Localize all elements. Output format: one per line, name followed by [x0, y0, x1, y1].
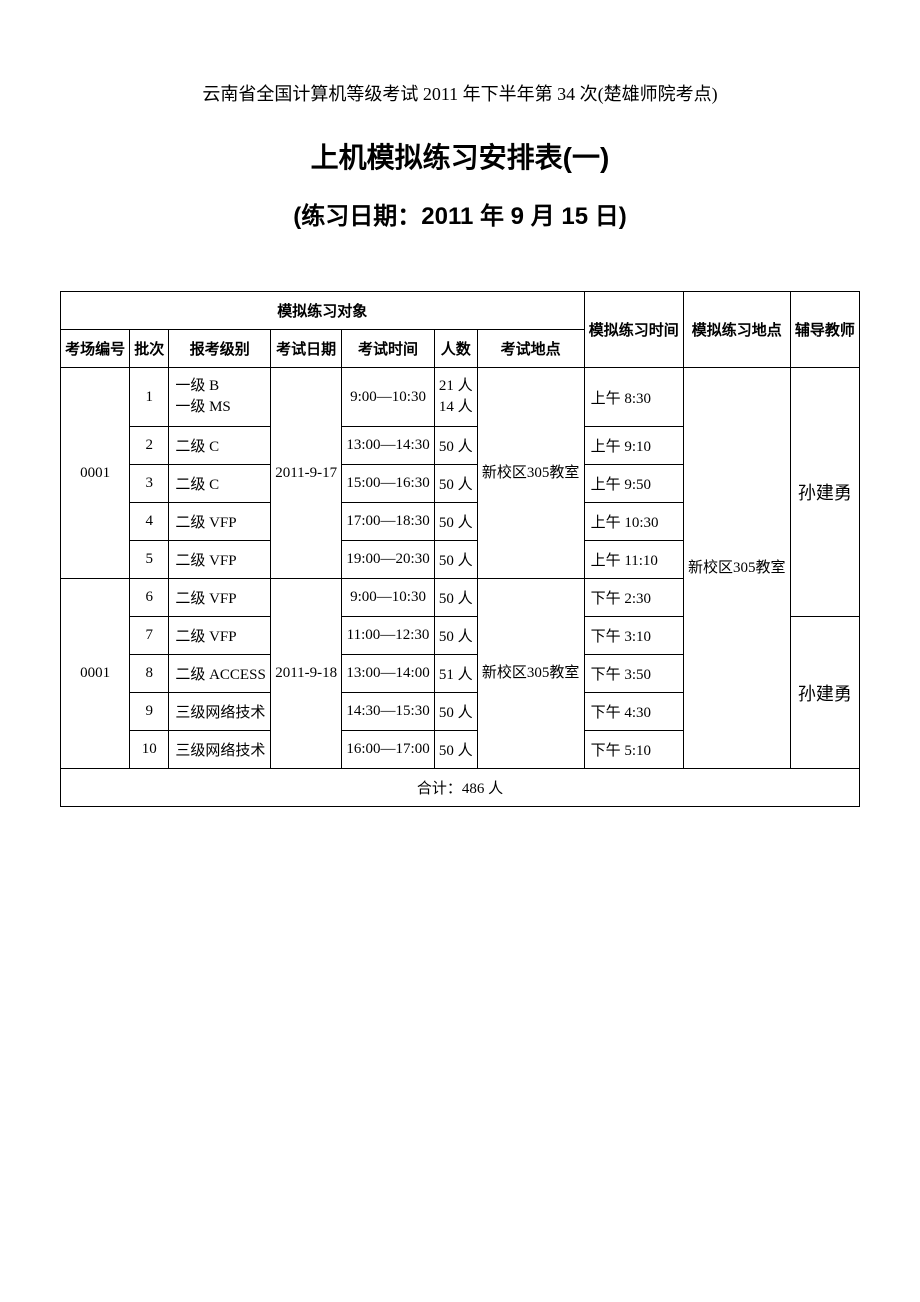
col-practice-place: 模拟练习地点: [683, 292, 790, 368]
cell-ptime: 下午 5:10: [584, 731, 683, 769]
cell-teacher: 孙建勇: [790, 368, 859, 617]
col-exam-date: 考试日期: [271, 330, 342, 368]
cell-exam-place: 新校区305教室: [477, 579, 584, 769]
cell-time: 13:00—14:00: [342, 655, 435, 693]
cell-time: 17:00—18:30: [342, 503, 435, 541]
cell-batch: 5: [130, 541, 169, 579]
cell-exam-place: 新校区305教室: [477, 368, 584, 579]
cell-practice-place: 新校区305教室: [683, 368, 790, 769]
table-row: 0001 1 一级 B一级 MS 2011-9-17 9:00—10:30 21…: [61, 368, 860, 427]
cell-batch: 2: [130, 427, 169, 465]
cell-time: 13:00—14:30: [342, 427, 435, 465]
cell-batch: 8: [130, 655, 169, 693]
cell-time: 15:00—16:30: [342, 465, 435, 503]
cell-time: 14:30—15:30: [342, 693, 435, 731]
cell-ptime: 上午 9:50: [584, 465, 683, 503]
cell-count: 51 人: [434, 655, 477, 693]
cell-level: 二级 ACCESS: [169, 655, 271, 693]
cell-count: 50 人: [434, 579, 477, 617]
col-exam-level: 报考级别: [169, 330, 271, 368]
col-exam-time: 考试时间: [342, 330, 435, 368]
cell-count: 50 人: [434, 617, 477, 655]
cell-ptime: 上午 9:10: [584, 427, 683, 465]
cell-batch: 9: [130, 693, 169, 731]
schedule-table: 模拟练习对象 模拟练习时间 模拟练习地点 辅导教师 考场编号 批次 报考级别 考…: [60, 291, 860, 807]
cell-ptime: 下午 4:30: [584, 693, 683, 731]
cell-level: 二级 C: [169, 465, 271, 503]
header-group: 模拟练习对象: [61, 292, 585, 330]
cell-batch: 4: [130, 503, 169, 541]
cell-level: 二级 VFP: [169, 617, 271, 655]
col-practice-time: 模拟练习时间: [584, 292, 683, 368]
cell-ptime: 上午 11:10: [584, 541, 683, 579]
col-exam-place: 考试地点: [477, 330, 584, 368]
cell-level: 二级 C: [169, 427, 271, 465]
cell-time: 16:00—17:00: [342, 731, 435, 769]
cell-level: 二级 VFP: [169, 579, 271, 617]
cell-batch: 6: [130, 579, 169, 617]
cell-count: 50 人: [434, 465, 477, 503]
cell-total: 合计：486 人: [61, 769, 860, 807]
table-total-row: 合计：486 人: [61, 769, 860, 807]
col-teacher: 辅导教师: [790, 292, 859, 368]
cell-batch: 1: [130, 368, 169, 427]
col-count: 人数: [434, 330, 477, 368]
cell-ptime: 上午 8:30: [584, 368, 683, 427]
cell-exam-date: 2011-9-17: [271, 368, 342, 579]
cell-level: 三级网络技术: [169, 693, 271, 731]
cell-level: 二级 VFP: [169, 503, 271, 541]
cell-time: 19:00—20:30: [342, 541, 435, 579]
header-line: 云南省全国计算机等级考试 2011 年下半年第 34 次(楚雄师院考点): [60, 80, 860, 106]
cell-count: 50 人: [434, 503, 477, 541]
cell-batch: 10: [130, 731, 169, 769]
cell-level: 一级 B一级 MS: [169, 368, 271, 427]
col-batch: 批次: [130, 330, 169, 368]
col-room-no: 考场编号: [61, 330, 130, 368]
cell-level: 三级网络技术: [169, 731, 271, 769]
cell-exam-date: 2011-9-18: [271, 579, 342, 769]
cell-count: 50 人: [434, 731, 477, 769]
cell-ptime: 下午 2:30: [584, 579, 683, 617]
cell-batch: 3: [130, 465, 169, 503]
cell-ptime: 下午 3:10: [584, 617, 683, 655]
cell-room-no: 0001: [61, 368, 130, 579]
cell-teacher: 孙建勇: [790, 617, 859, 769]
cell-count: 50 人: [434, 427, 477, 465]
cell-ptime: 下午 3:50: [584, 655, 683, 693]
cell-count: 50 人: [434, 693, 477, 731]
cell-count: 50 人: [434, 541, 477, 579]
title-main: 上机模拟练习安排表(一): [60, 136, 860, 176]
cell-ptime: 上午 10:30: [584, 503, 683, 541]
cell-time: 11:00—12:30: [342, 617, 435, 655]
cell-time: 9:00—10:30: [342, 368, 435, 427]
cell-level: 二级 VFP: [169, 541, 271, 579]
cell-time: 9:00—10:30: [342, 579, 435, 617]
title-sub: (练习日期：2011 年 9 月 15 日): [60, 196, 860, 231]
cell-count: 21 人14 人: [434, 368, 477, 427]
cell-room-no: 0001: [61, 579, 130, 769]
cell-batch: 7: [130, 617, 169, 655]
